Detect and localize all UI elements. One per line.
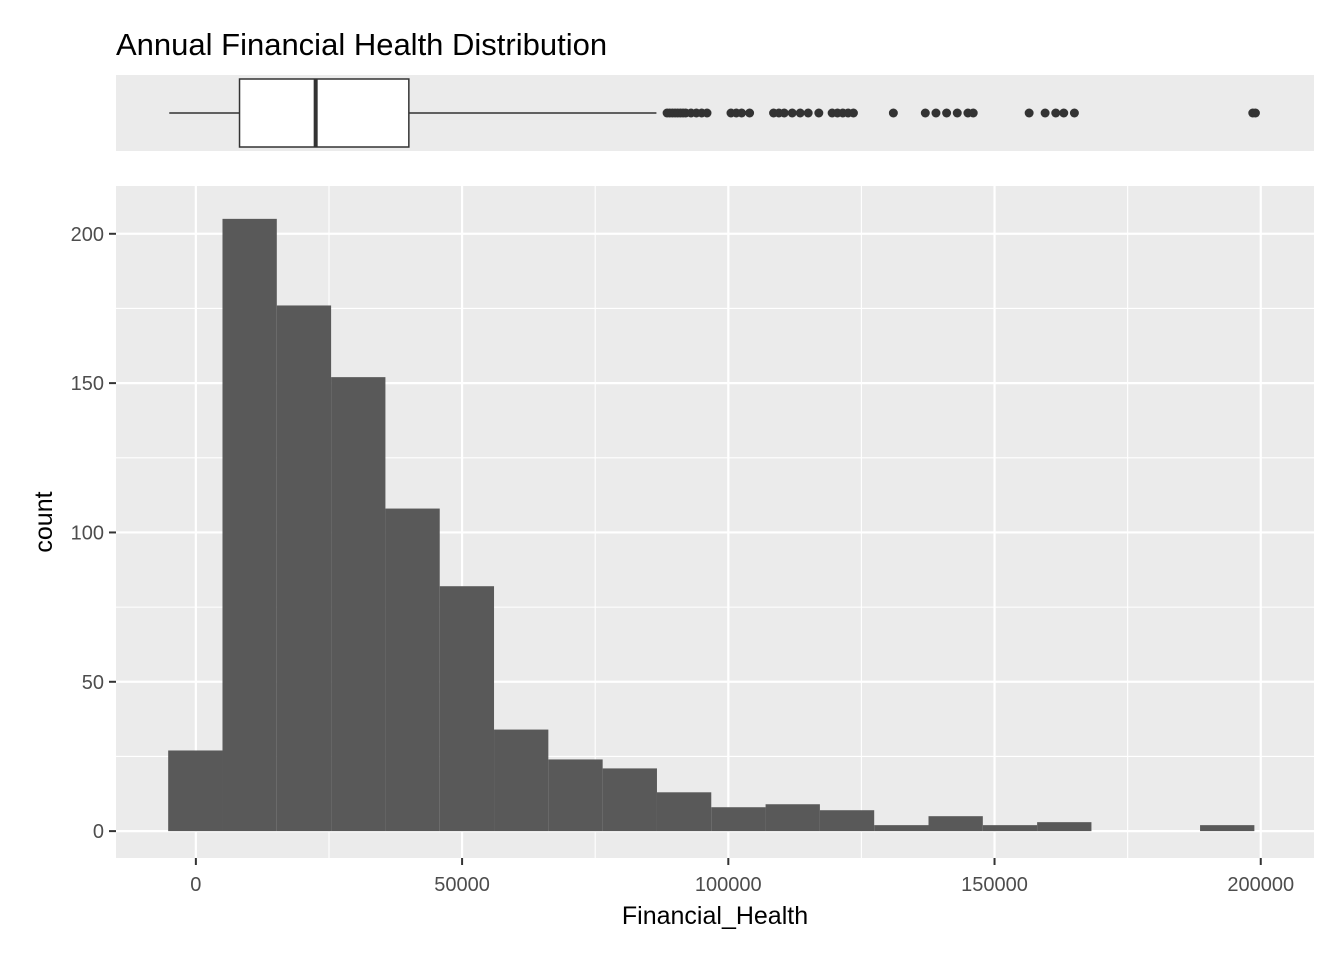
boxplot-outlier — [787, 108, 797, 118]
y-tick-label: 100 — [71, 522, 104, 544]
histogram-bar — [276, 305, 332, 832]
histogram-bar — [1200, 825, 1255, 832]
histogram-bar — [494, 729, 549, 832]
histogram-bar — [602, 768, 657, 832]
y-tick-label: 150 — [71, 373, 104, 395]
histogram-bars — [168, 218, 1255, 832]
x-tick-label: 0 — [190, 874, 201, 896]
boxplot-outlier — [803, 108, 813, 118]
x-tick-label: 200000 — [1227, 874, 1294, 896]
boxplot-outlier — [1250, 108, 1260, 118]
histogram-bar — [385, 508, 440, 832]
x-tick-label: 100000 — [695, 874, 762, 896]
boxplot — [169, 78, 1260, 148]
histogram-bar — [874, 825, 929, 832]
boxplot-outlier — [848, 108, 858, 118]
boxplot-outlier — [814, 108, 824, 118]
histogram-bar — [711, 807, 766, 832]
x-axis-title: Financial_Health — [622, 902, 808, 930]
boxplot-outlier — [745, 108, 755, 118]
boxplot-outlier — [931, 108, 941, 118]
axis-ticks: 0 50000 100000 150000 200000 0 50 100 150 200 — [71, 224, 1295, 896]
x-tick-label: 50000 — [434, 874, 490, 896]
histogram-bar — [439, 586, 495, 832]
histogram-bar — [656, 792, 712, 832]
x-tick-label: 150000 — [961, 874, 1028, 896]
boxplot-outlier — [1069, 108, 1079, 118]
histogram-bar — [548, 759, 603, 832]
boxplot-outlier — [920, 108, 930, 118]
histogram-bar — [331, 377, 386, 832]
boxplot-outlier — [1051, 108, 1061, 118]
y-tick-label: 0 — [93, 821, 104, 843]
histogram-bar — [928, 816, 983, 832]
histogram-bar — [168, 750, 223, 832]
boxplot-outlier — [779, 108, 789, 118]
boxplot-outlier — [942, 108, 952, 118]
boxplot-outlier — [795, 108, 805, 118]
y-tick-label: 50 — [82, 672, 104, 694]
histogram-bar — [765, 804, 820, 832]
y-axis-title: count — [30, 491, 58, 552]
histogram-bar — [982, 825, 1038, 832]
boxplot-outlier — [952, 108, 962, 118]
boxplot-outlier — [1040, 108, 1050, 118]
chart-title: Annual Financial Health Distribution — [116, 27, 607, 62]
y-tick-label: 200 — [71, 224, 104, 246]
histogram-bar — [1037, 822, 1092, 832]
boxplot-box — [238, 78, 410, 148]
boxplot-outlier — [1024, 108, 1034, 118]
boxplot-outlier — [968, 108, 978, 118]
histogram-bar — [819, 810, 875, 832]
boxplot-outlier — [737, 108, 747, 118]
boxplot-outlier — [888, 108, 898, 118]
boxplot-outlier — [1059, 108, 1069, 118]
boxplot-outlier — [702, 108, 712, 118]
histogram-bar — [222, 218, 277, 832]
